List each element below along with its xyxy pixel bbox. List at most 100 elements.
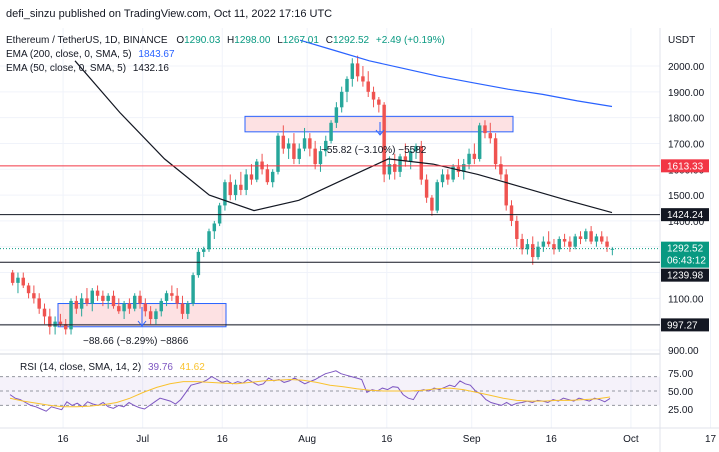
candle-body xyxy=(541,241,546,247)
symbol-title[interactable]: Ethereum / TetherUS, 1D, BINANCE O1290.0… xyxy=(6,35,445,46)
candle-body xyxy=(435,182,439,211)
ema200-legend[interactable]: EMA (200, close, 0, SMA, 5) 1843.67 xyxy=(6,49,175,60)
rsi-ma-line xyxy=(9,378,611,408)
candle-body xyxy=(562,238,567,242)
candle-body xyxy=(387,164,392,175)
candle-body xyxy=(361,76,365,82)
candle-body xyxy=(101,295,105,301)
candle-body xyxy=(233,184,238,196)
candle-body xyxy=(148,311,153,320)
candle-body xyxy=(557,238,562,250)
candle-body xyxy=(531,244,535,258)
level-997-tag-text: 997.27 xyxy=(667,320,698,331)
price-tick-label: 1900.00 xyxy=(668,88,705,99)
price-tags: 1613.33 1424.24 1292.52 06:43:12 1239.98… xyxy=(661,159,709,332)
candle-body xyxy=(467,153,471,165)
candle-body xyxy=(244,174,248,190)
candle-body xyxy=(286,143,291,149)
candle-body xyxy=(520,238,524,250)
zones xyxy=(57,115,514,328)
candle-body xyxy=(21,277,25,286)
price-tick-label: 1800.00 xyxy=(668,114,705,125)
candle-body xyxy=(281,135,286,149)
candle-body xyxy=(403,156,408,162)
candle-body xyxy=(568,241,572,247)
candle-body xyxy=(493,138,498,165)
candle-body xyxy=(515,220,519,239)
candle-body xyxy=(451,166,455,180)
candle-body xyxy=(334,107,339,123)
candle-body xyxy=(85,298,89,304)
candle-body xyxy=(536,246,540,258)
candle-body xyxy=(48,316,52,327)
candle-body xyxy=(180,303,185,314)
candle-body xyxy=(127,303,132,309)
candle-body xyxy=(276,135,280,172)
candle-body xyxy=(371,91,376,100)
candle-body xyxy=(223,182,227,206)
candle-body xyxy=(339,91,344,108)
rsi-value: 39.76 xyxy=(148,362,173,373)
change-value: +2.49 (+0.19%) xyxy=(376,35,445,46)
candle-body xyxy=(196,251,201,276)
candle-body xyxy=(37,298,41,309)
candle-body xyxy=(292,143,296,159)
candle-body xyxy=(483,125,487,134)
price-tick-label: 1400.00 xyxy=(668,217,705,228)
close-value: 1292.52 xyxy=(333,35,370,46)
candle-body xyxy=(106,295,110,301)
time-tick-label: 17 xyxy=(705,434,717,445)
candle-body xyxy=(201,249,206,252)
candle-body xyxy=(191,275,195,304)
red-level-tag-text: 1613.33 xyxy=(667,161,704,172)
candle-body xyxy=(462,164,466,172)
supply-zone xyxy=(244,115,514,133)
candle-body xyxy=(313,148,317,165)
candle-body xyxy=(393,164,397,172)
rsi-label: RSI (14, close, SMA, 14, 2) xyxy=(20,362,141,373)
candle-body xyxy=(42,308,47,317)
price-tick-label: 1500.00 xyxy=(668,191,705,202)
candle-body xyxy=(499,164,503,175)
publisher-line: defi_sinzu published on TradingView.com,… xyxy=(6,8,332,20)
candle-body xyxy=(297,148,301,159)
candle-body xyxy=(122,303,126,312)
candle-body xyxy=(212,223,217,232)
ema50-legend[interactable]: EMA (50, close, 0, SMA, 5) 1432.16 xyxy=(6,63,169,74)
candle-body xyxy=(552,244,556,250)
price-tick-label: 1100.00 xyxy=(668,294,704,305)
time-tick-label: 16 xyxy=(217,434,229,445)
candle-body xyxy=(32,293,36,299)
candle-body xyxy=(324,140,328,152)
rsi-legend[interactable]: RSI (14, close, SMA, 14, 2) 39.76 41.62 xyxy=(20,362,205,373)
candle-body xyxy=(430,197,434,211)
horizontal-levels xyxy=(0,165,660,326)
grid xyxy=(0,28,712,428)
candle-body xyxy=(164,293,169,301)
last-price-tag-text: 1292.52 xyxy=(667,244,704,255)
symbol-name: Ethereum / TetherUS, 1D, BINANCE xyxy=(6,35,168,46)
ema50-line xyxy=(74,60,613,214)
candle-body xyxy=(58,321,63,325)
time-axis: 16 Jul 16 Aug 16 Sep 16 Oct 17 xyxy=(0,427,719,445)
candle-body xyxy=(525,244,530,250)
candle-body xyxy=(488,133,493,139)
rsi-tick-label: 25.00 xyxy=(668,405,693,416)
candle-body xyxy=(589,231,593,242)
time-tick-label: 16 xyxy=(546,434,558,445)
candle-body xyxy=(143,303,148,312)
candle-body xyxy=(578,236,583,239)
candle-body xyxy=(440,174,445,183)
rsi-ma-value: 41.62 xyxy=(180,362,205,373)
open-label: O xyxy=(176,35,184,46)
candle-body xyxy=(239,184,243,190)
lower-measure-arrowhead xyxy=(137,320,147,327)
candle-body xyxy=(318,151,323,165)
candle-body xyxy=(329,122,333,141)
candle-body xyxy=(159,300,163,312)
candle-body xyxy=(154,311,158,320)
level-1424-tag xyxy=(661,208,709,222)
candle-body xyxy=(350,63,355,79)
candle-body xyxy=(207,231,211,250)
candle-body xyxy=(69,300,73,330)
